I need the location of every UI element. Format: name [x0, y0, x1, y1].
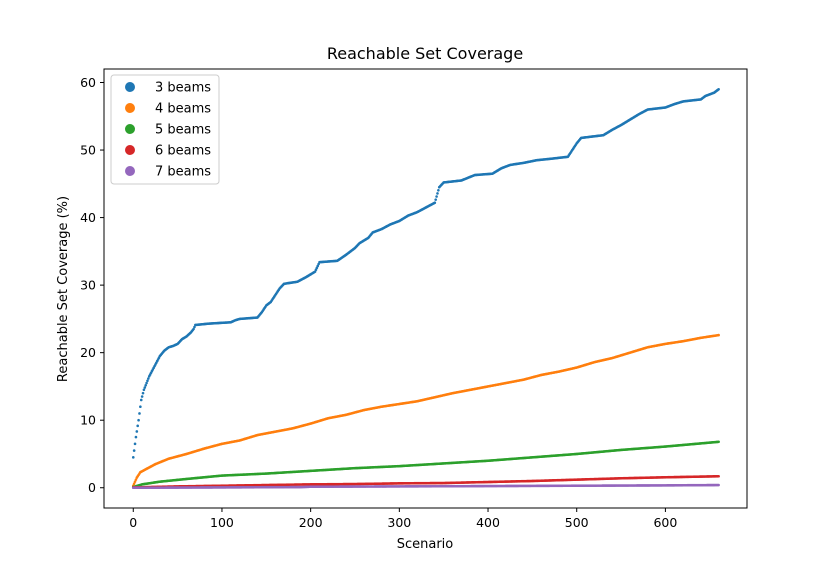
- data-point: [137, 418, 140, 422]
- legend-label: 3 beams: [155, 81, 211, 96]
- legend-marker: [125, 103, 135, 113]
- data-point: [132, 449, 136, 452]
- data-point: [717, 87, 720, 91]
- x-tick-label: 600: [653, 515, 677, 530]
- data-point: [437, 189, 440, 192]
- y-tick-label: 10: [80, 413, 96, 428]
- legend-label: 6 beams: [155, 144, 211, 159]
- data-point: [131, 456, 135, 459]
- plot-area: [131, 87, 720, 490]
- data-point: [138, 412, 141, 415]
- legend-label: 5 beams: [155, 123, 211, 138]
- series-7-beams: [131, 483, 720, 490]
- legend: 3 beams 4 beams 5 beams 6 beams 7 beams: [110, 74, 220, 185]
- y-axis-label: Reachable Set Coverage (%): [56, 196, 71, 382]
- y-tick-label: 30: [80, 278, 96, 293]
- axes: 0 100 200 300 400 500 600 0 10 20 30 40 50 60: [80, 68, 748, 530]
- axes-frame: [103, 68, 748, 509]
- series-5-beams: [131, 440, 720, 489]
- data-point: [433, 201, 437, 205]
- x-tick-label: 300: [387, 515, 411, 530]
- y-tick-label: 40: [80, 210, 96, 225]
- series-3-beams: [131, 87, 720, 459]
- legend-label: 7 beams: [155, 165, 211, 180]
- chart-title: Reachable Set Coverage: [327, 44, 523, 63]
- data-point: [133, 480, 137, 483]
- legend-marker: [125, 145, 135, 155]
- data-point: [717, 333, 720, 337]
- data-point: [436, 192, 439, 195]
- data-point: [135, 430, 139, 433]
- series-4-beams: [131, 333, 720, 488]
- data-point: [717, 483, 720, 487]
- data-point: [142, 388, 146, 392]
- data-point: [134, 478, 138, 481]
- data-point: [139, 405, 142, 408]
- data-point: [134, 435, 138, 439]
- y-tick-label: 20: [80, 345, 96, 360]
- data-point: [141, 391, 145, 395]
- data-point: [133, 442, 137, 446]
- legend-marker: [125, 166, 135, 176]
- legend-label: 4 beams: [155, 102, 211, 117]
- data-point: [147, 377, 150, 380]
- data-point: [140, 395, 144, 398]
- data-point: [717, 474, 720, 478]
- x-tick-label: 200: [299, 515, 323, 530]
- y-tick-label: 60: [80, 75, 96, 90]
- x-tick-label: 500: [565, 515, 589, 530]
- y-tick-label: 0: [88, 480, 96, 495]
- data-point: [143, 386, 147, 389]
- data-point: [145, 381, 148, 385]
- data-point: [132, 482, 136, 485]
- x-axis-label: Scenario: [397, 537, 454, 552]
- data-point: [144, 384, 147, 387]
- x-tick-label: 0: [129, 515, 137, 530]
- data-point: [146, 379, 149, 383]
- data-point: [192, 327, 195, 331]
- x-tick-label: 400: [476, 515, 500, 530]
- legend-box: [110, 74, 220, 185]
- data-point: [434, 198, 438, 201]
- data-point: [717, 440, 720, 444]
- data-point: [136, 424, 139, 428]
- data-point: [139, 398, 143, 402]
- data-point: [435, 195, 438, 198]
- x-tick-label: 100: [210, 515, 234, 530]
- data-point: [193, 325, 196, 329]
- legend-marker: [125, 82, 135, 92]
- legend-marker: [125, 124, 135, 134]
- y-tick-label: 50: [80, 143, 96, 158]
